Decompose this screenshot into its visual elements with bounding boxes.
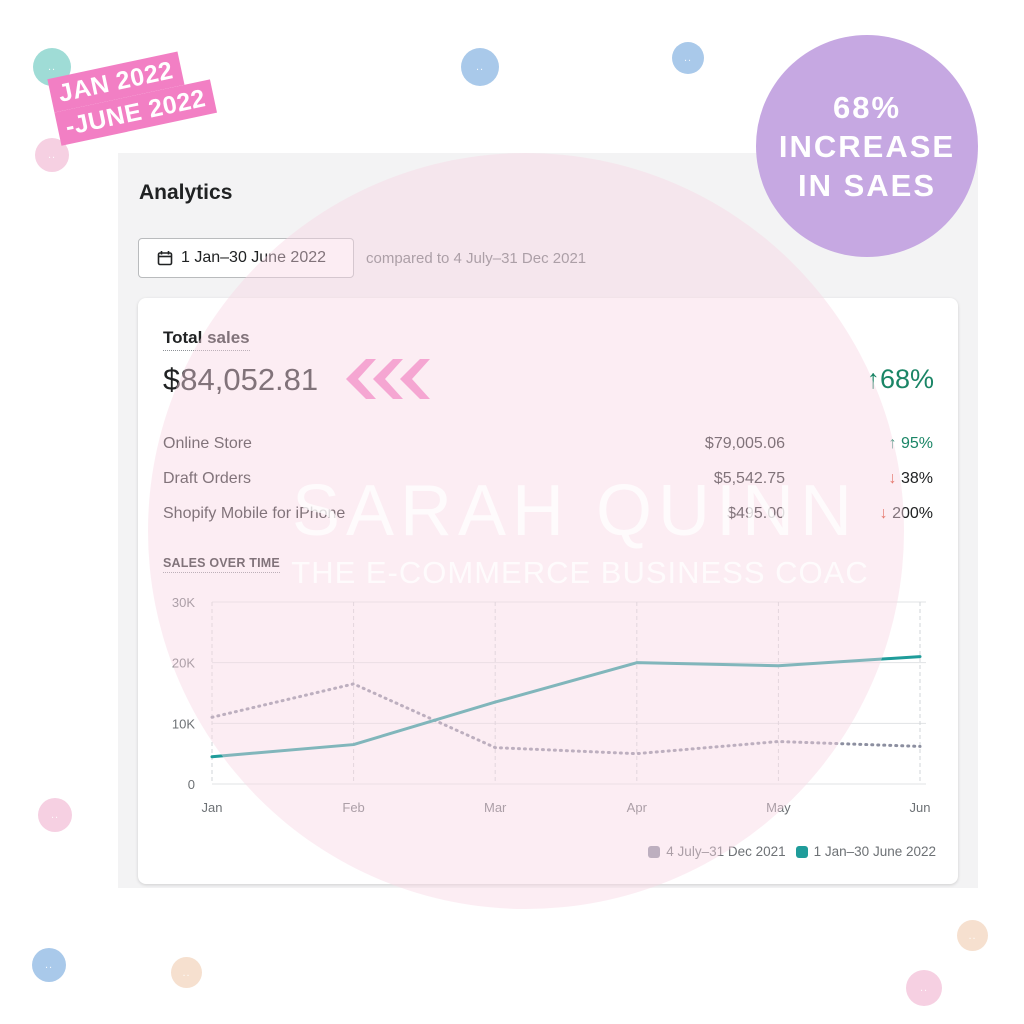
decorative-dot: .. xyxy=(171,957,202,988)
channel-value: $79,005.06 xyxy=(704,435,785,452)
total-sales-value: $84,052.81 xyxy=(163,362,319,397)
channel-name: Online Store xyxy=(163,435,252,452)
y-tick-label: 10K xyxy=(172,716,195,731)
decorative-dot: .. xyxy=(38,798,72,832)
legend-item[interactable]: 4 July–31 Dec 2021 xyxy=(648,844,786,859)
channel-row: Shopify Mobile for iPhone $495.00 ↓ 200% xyxy=(163,505,933,529)
channel-change: ↓ 38% xyxy=(888,470,933,487)
series-line-2021 xyxy=(210,682,922,756)
y-tick-label: 0 xyxy=(188,777,195,792)
total-sales-card: Total sales $84,052.81 ↑68% Online Store… xyxy=(138,298,958,884)
date-range-label: 1 Jan–30 June 2022 xyxy=(181,249,327,266)
total-sales-label[interactable]: Total sales xyxy=(163,328,250,351)
comparison-period-text: compared to 4 July–31 Dec 2021 xyxy=(366,250,587,267)
sales-over-time-label[interactable]: SALES OVER TIME xyxy=(163,556,280,573)
decorative-dot: .. xyxy=(957,920,988,951)
x-tick-label: Apr xyxy=(627,800,648,815)
x-tick-label: Jun xyxy=(910,800,931,815)
badge-line: IN SAES xyxy=(797,167,937,203)
decorative-dot: .. xyxy=(906,970,942,1006)
legend-swatch xyxy=(648,845,661,858)
arrow-down-icon: ↓ xyxy=(888,470,901,487)
arrow-down-icon: ↓ xyxy=(879,505,893,522)
decorative-dot: .. xyxy=(32,948,66,982)
y-tick-label: 20K xyxy=(172,656,195,671)
date-range-sticker: JAN 2022 -JUNE 2022 xyxy=(47,43,237,169)
x-tick-label: May xyxy=(766,800,791,815)
channel-value: $5,542.75 xyxy=(713,470,785,487)
channel-row: Online Store $79,005.06 ↑ 95% xyxy=(163,435,933,459)
decorative-dot: .. xyxy=(461,48,499,86)
channel-value: $495.00 xyxy=(727,505,785,522)
legend-label: 4 July–31 Dec 2021 xyxy=(666,844,786,859)
legend-item[interactable]: 1 Jan–30 June 2022 xyxy=(795,844,936,859)
x-tick-label: Feb xyxy=(342,800,364,815)
calendar-icon xyxy=(157,251,173,266)
x-tick-label: Jan xyxy=(202,800,223,815)
channel-name: Draft Orders xyxy=(163,470,252,487)
page-title: Analytics xyxy=(139,181,233,204)
badge-line: INCREASE xyxy=(778,128,956,164)
increase-badge: 68% INCREASE IN SAES xyxy=(756,35,978,257)
channel-row: Draft Orders $5,542.75 ↓ 38% xyxy=(163,470,933,494)
chart-legend: 4 July–31 Dec 2021 1 Jan–30 June 2022 xyxy=(638,844,936,859)
legend-swatch xyxy=(795,845,808,858)
y-tick-label: 30K xyxy=(172,595,195,610)
channel-name: Shopify Mobile for iPhone xyxy=(163,505,346,522)
x-tick-label: Mar xyxy=(484,800,507,815)
badge-line: 68% xyxy=(832,89,902,125)
channel-change: ↑ 95% xyxy=(888,435,933,452)
legend-label: 1 Jan–30 June 2022 xyxy=(813,844,936,859)
date-range-button[interactable]: 1 Jan–30 June 2022 xyxy=(138,238,354,278)
arrow-up-icon: ↑ xyxy=(888,435,901,452)
decorative-dot: .. xyxy=(672,42,704,74)
total-sales-change: ↑68% xyxy=(866,364,934,394)
series-line-2022 xyxy=(210,655,922,759)
arrow-up-icon: ↑ xyxy=(866,364,880,394)
sales-over-time-chart: 0 10K 20K 30K Jan Feb Mar Apr May Jun xyxy=(172,595,931,815)
triple-chevron-left-icon xyxy=(346,359,430,399)
channel-change: ↓ 200% xyxy=(879,505,933,522)
